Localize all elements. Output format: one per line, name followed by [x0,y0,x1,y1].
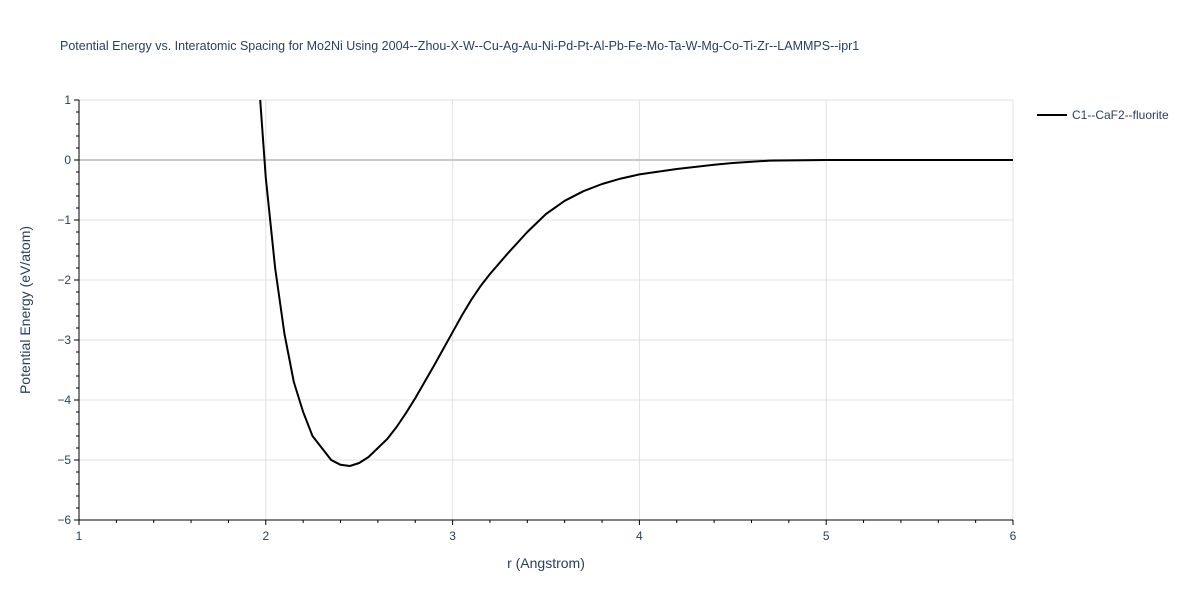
x-tick-label: 6 [1010,529,1017,543]
y-tick-label: −1 [57,213,71,227]
y-tick-label: 0 [64,153,71,167]
series-layer [259,99,1013,467]
x-tick-label: 2 [262,529,269,543]
x-axis-title: r (Angstrom) [507,555,585,571]
legend[interactable]: C1--CaF2--fluorite [1037,108,1169,122]
gridlines [79,99,1014,520]
y-tick-label: −2 [57,273,71,287]
y-axis-title: Potential Energy (eV/atom) [17,226,33,394]
chart-title: Potential Energy vs. Interatomic Spacing… [60,39,859,53]
series-line[interactable] [259,99,1013,467]
y-tick-label: 1 [64,93,71,107]
y-tick-label: −5 [57,453,71,467]
x-tick-label: 4 [636,529,643,543]
x-tick-label: 3 [449,529,456,543]
y-axis-tick-labels: 1 0 −1 −2 −3 −4 −5 −6 [57,93,71,527]
x-axis-tick-labels: 1 2 3 4 5 6 [76,529,1017,543]
y-tick-label: −3 [57,333,71,347]
legend-label: C1--CaF2--fluorite [1072,108,1169,122]
y-tick-label: −6 [57,513,71,527]
axes [74,99,1014,525]
x-tick-label: 5 [823,529,830,543]
x-tick-label: 1 [76,529,83,543]
y-tick-label: −4 [57,393,71,407]
